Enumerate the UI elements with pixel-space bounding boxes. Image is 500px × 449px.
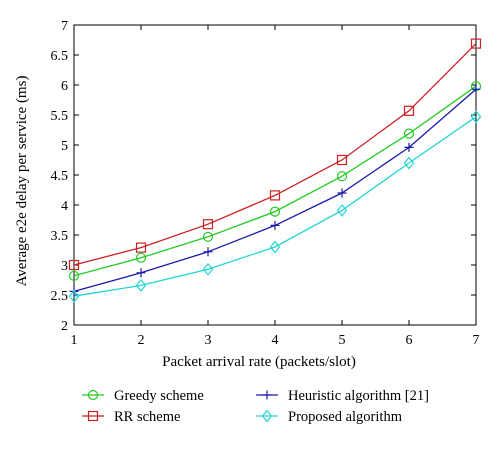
series-line — [73, 85, 477, 277]
y-axis-label: Average e2e delay per service (ms) — [14, 76, 30, 287]
axes-frame — [73, 24, 477, 326]
x-tick-label: 7 — [473, 333, 480, 348]
legend-label: RR scheme — [114, 409, 180, 425]
legend: Greedy scheme RR scheme Heuristic algorith… — [82, 388, 429, 425]
data-point — [336, 203, 348, 217]
legend-marker — [87, 410, 99, 422]
data-point — [68, 289, 80, 303]
series-4 — [68, 110, 482, 303]
legend-item: Proposed algorithm — [256, 409, 403, 425]
y-tick-label: 3 — [61, 259, 68, 274]
data-point — [202, 219, 214, 230]
data-point — [270, 220, 280, 230]
data-point — [403, 105, 415, 116]
y-tick-label: 2.5 — [51, 289, 69, 304]
data-point — [403, 156, 415, 170]
data-point — [269, 240, 281, 254]
series-3 — [69, 84, 481, 296]
y-tick-label: 2 — [61, 319, 68, 334]
data-point — [471, 84, 481, 94]
series-1 — [68, 81, 482, 281]
x-tick-label: 1 — [71, 333, 78, 348]
legend-marker — [262, 390, 272, 400]
data-point — [403, 128, 415, 139]
data-point — [135, 278, 147, 292]
x-tick-label: 5 — [339, 333, 346, 348]
data-point — [202, 262, 214, 276]
data-point — [470, 110, 482, 124]
x-tick-label: 6 — [406, 333, 413, 348]
legend-label: Greedy scheme — [114, 388, 204, 404]
data-point — [68, 259, 80, 271]
data-point — [470, 38, 482, 49]
legend-item: Heuristic algorithm [21] — [256, 388, 429, 404]
y-tick-label: 5 — [61, 139, 68, 154]
data-point — [135, 252, 147, 263]
data-point — [136, 268, 146, 278]
data-point — [404, 142, 414, 152]
legend-item: RR scheme — [82, 409, 180, 425]
series-line — [73, 88, 477, 293]
x-axis-label: Packet arrival rate (packets/slot) — [162, 354, 356, 370]
y-tick-label: 5.5 — [51, 109, 69, 124]
legend-marker — [87, 389, 99, 401]
series-line — [73, 116, 477, 297]
data-point — [336, 171, 348, 182]
legend-item: Greedy scheme — [82, 388, 204, 404]
data-point — [269, 190, 281, 201]
plot-area: 1 2 3 4 5 6 722.533.544.555.566.57 — [51, 19, 482, 348]
legend-label: Proposed algorithm — [288, 409, 403, 425]
data-point — [203, 247, 213, 257]
x-tick-label: 3 — [205, 333, 212, 348]
data-point — [337, 188, 347, 198]
x-tick-label: 4 — [272, 333, 279, 348]
y-tick-label: 6 — [61, 79, 68, 94]
legend-marker — [261, 409, 273, 423]
y-tick-label: 7 — [61, 19, 68, 34]
legend-label: Heuristic algorithm [21] — [288, 388, 429, 404]
y-tick-label: 3.5 — [51, 229, 69, 244]
y-tick-label: 4.5 — [51, 169, 69, 184]
y-tick-label: 6.5 — [51, 49, 69, 64]
series-line — [73, 43, 477, 266]
data-point — [68, 270, 80, 281]
series-2 — [68, 38, 482, 271]
x-tick-label: 2 — [138, 333, 145, 348]
data-point — [336, 154, 348, 166]
data-point — [202, 231, 214, 242]
y-tick-label: 4 — [61, 199, 68, 214]
data-point — [269, 206, 281, 217]
data-point — [135, 242, 147, 253]
